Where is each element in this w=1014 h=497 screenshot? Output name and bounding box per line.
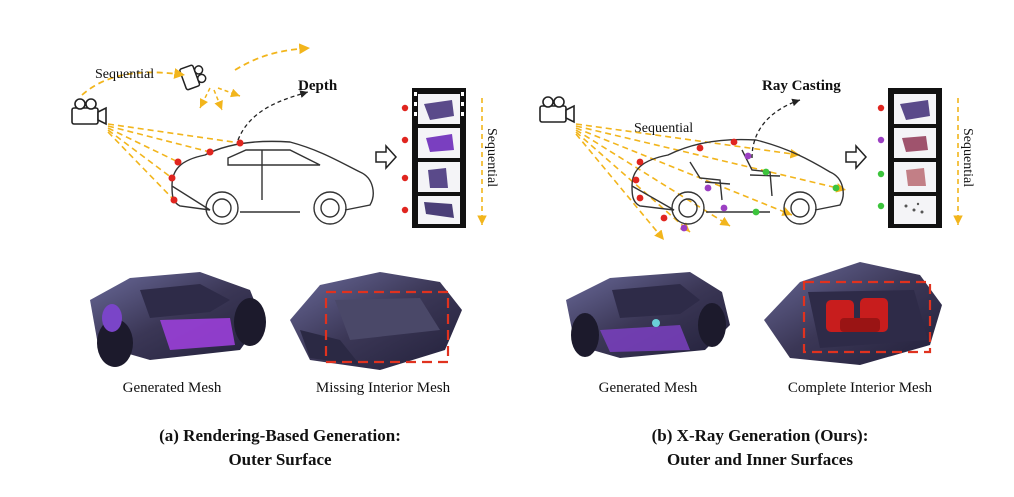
caption-left-line2: Outer Surface — [228, 450, 332, 469]
depth-label: Depth — [298, 78, 338, 94]
generated-mesh — [566, 272, 730, 358]
complete-interior-mesh-label: Complete Interior Mesh — [787, 380, 933, 396]
hit-points — [632, 138, 840, 232]
car-outline — [631, 138, 844, 225]
missing-interior-mesh-label: Missing Interior Mesh — [315, 380, 451, 396]
arrow-icon — [375, 144, 398, 170]
hit-points — [877, 104, 885, 210]
hit-points — [401, 104, 409, 214]
camera-icon — [179, 64, 207, 91]
sequential-label: Sequential — [95, 67, 154, 82]
camera-icon — [539, 96, 575, 124]
arrow-icon — [845, 144, 868, 170]
ray-lines — [199, 87, 241, 111]
camera-path — [234, 43, 311, 71]
caption-right-line2: Outer and Inner Surfaces — [667, 450, 853, 469]
strip-sequential-label: Sequential — [960, 128, 975, 187]
missing-interior-mesh — [290, 272, 462, 370]
interior-region-box — [802, 280, 932, 354]
film-strip — [412, 88, 466, 228]
caption-right: (b) X-Ray Generation (Ours): Outer and I… — [580, 424, 940, 472]
film-strip — [888, 88, 942, 228]
right-panel: Sequential — [539, 78, 975, 365]
generated-mesh — [90, 272, 266, 367]
raycast-arrow — [751, 98, 801, 159]
generated-mesh-label: Generated Mesh — [598, 380, 698, 396]
caption-left-line1: (a) Rendering-Based Generation: — [159, 426, 401, 445]
camera-icon — [71, 98, 107, 126]
caption-right-line1: (b) X-Ray Generation (Ours): — [651, 426, 869, 445]
strip-sequential-label: Sequential — [484, 128, 499, 187]
raycast-label: Ray Casting — [762, 78, 841, 94]
hit-points — [168, 139, 244, 204]
depth-arrow — [237, 90, 309, 141]
caption-left: (a) Rendering-Based Generation: Outer Su… — [100, 424, 460, 472]
left-panel: Sequential — [71, 43, 499, 370]
generated-mesh-label: Generated Mesh — [122, 380, 222, 396]
camera-path — [81, 68, 186, 96]
complete-interior-mesh — [764, 262, 942, 365]
sequential-label: Sequential — [634, 121, 693, 136]
car-outline — [171, 140, 374, 225]
ray-lines — [107, 123, 241, 201]
